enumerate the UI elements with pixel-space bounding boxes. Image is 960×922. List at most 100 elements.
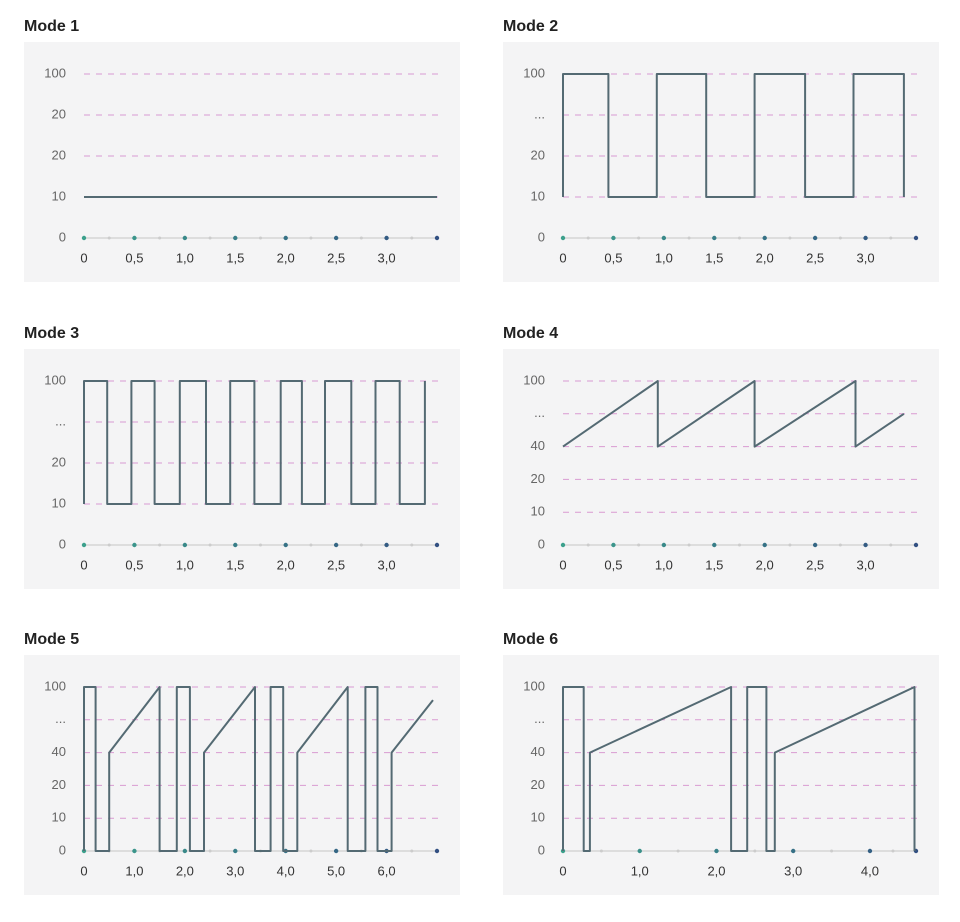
chart-title: Mode 1 bbox=[24, 18, 79, 35]
x-tick-label: 1,0 bbox=[655, 250, 673, 265]
y-tick-label: 0 bbox=[59, 536, 66, 551]
chart-title: Mode 2 bbox=[503, 18, 558, 35]
x-end-dot bbox=[913, 542, 919, 548]
x-tick-label: 2,5 bbox=[806, 250, 824, 265]
minor-dot bbox=[359, 543, 363, 547]
minor-dot bbox=[359, 236, 363, 240]
x-tick-dot bbox=[384, 542, 389, 548]
x-tick-dot bbox=[863, 235, 868, 241]
x-tick-dot bbox=[182, 848, 188, 854]
x-tick-dot bbox=[762, 235, 767, 241]
x-tick-label: 1,0 bbox=[176, 557, 194, 572]
chart-title: Mode 6 bbox=[503, 631, 558, 648]
chart-title: Mode 4 bbox=[503, 325, 558, 342]
minor-dot bbox=[208, 236, 212, 240]
chart-title: Mode 3 bbox=[24, 325, 79, 342]
y-tick-label: 0 bbox=[59, 229, 66, 244]
y-tick-label: 40 bbox=[531, 438, 545, 453]
x-tick-label: 2,0 bbox=[277, 250, 295, 265]
x-tick-label: 6,0 bbox=[378, 863, 396, 878]
series-line bbox=[562, 686, 916, 852]
y-tick-label: 20 bbox=[531, 147, 545, 162]
panel bbox=[503, 655, 939, 895]
series-line bbox=[83, 380, 426, 505]
x-tick-label: 0,5 bbox=[125, 250, 143, 265]
minor-dot bbox=[687, 236, 691, 240]
x-tick-label: 0 bbox=[80, 250, 87, 265]
minor-dot bbox=[738, 543, 741, 547]
y-tick-label: ... bbox=[534, 711, 545, 726]
minor-dot bbox=[586, 543, 590, 547]
minor-dot bbox=[259, 236, 262, 240]
minor-dot bbox=[889, 236, 893, 240]
minor-dot bbox=[891, 849, 895, 853]
minor-dot bbox=[208, 849, 212, 853]
x-tick-label: 0 bbox=[80, 557, 87, 572]
minor-dot bbox=[586, 236, 590, 240]
minor-dot bbox=[838, 543, 842, 547]
minor-dot bbox=[410, 849, 414, 853]
x-tick-dot bbox=[812, 542, 818, 548]
x-tick-label: 3,0 bbox=[378, 250, 396, 265]
x-tick-label: 0 bbox=[559, 863, 566, 878]
y-tick-label: 10 bbox=[531, 188, 545, 203]
x-end-dot bbox=[434, 542, 440, 548]
x-tick-dot bbox=[333, 542, 339, 548]
x-tick-dot bbox=[637, 848, 642, 854]
y-tick-label: 100 bbox=[523, 65, 545, 80]
x-tick-dot bbox=[283, 235, 288, 241]
x-tick-dot bbox=[762, 542, 767, 548]
minor-dot bbox=[753, 849, 757, 853]
y-tick-label: 0 bbox=[59, 842, 66, 857]
minor-dot bbox=[788, 543, 792, 547]
x-tick-dot bbox=[714, 848, 719, 854]
panel bbox=[503, 349, 939, 589]
minor-dot bbox=[259, 543, 262, 547]
x-end-dot bbox=[913, 235, 919, 241]
y-tick-label: ... bbox=[534, 106, 545, 121]
x-tick-dot bbox=[81, 542, 87, 548]
x-tick-label: 5,0 bbox=[327, 863, 345, 878]
x-tick-label: 3,0 bbox=[226, 863, 244, 878]
minor-dot bbox=[208, 543, 212, 547]
x-tick-dot bbox=[233, 848, 238, 854]
x-tick-dot bbox=[182, 542, 188, 548]
x-tick-label: 1,0 bbox=[655, 557, 673, 572]
y-tick-label: 10 bbox=[531, 810, 545, 825]
y-tick-label: 10 bbox=[52, 495, 66, 510]
y-tick-label: ... bbox=[55, 413, 66, 428]
x-tick-label: 4,0 bbox=[861, 863, 879, 878]
y-tick-label: 20 bbox=[52, 777, 66, 792]
x-tick-label: 4,0 bbox=[277, 863, 295, 878]
x-tick-label: 3,0 bbox=[784, 863, 802, 878]
x-tick-dot bbox=[611, 542, 616, 548]
minor-dot bbox=[309, 236, 313, 240]
x-tick-dot bbox=[867, 848, 873, 854]
x-tick-label: 0 bbox=[80, 863, 87, 878]
y-tick-label: ... bbox=[55, 711, 66, 726]
x-tick-label: 1,5 bbox=[226, 250, 244, 265]
x-tick-label: 2,0 bbox=[176, 863, 194, 878]
x-tick-dot bbox=[560, 235, 566, 241]
y-tick-label: 100 bbox=[523, 678, 545, 693]
x-tick-dot bbox=[611, 235, 616, 241]
x-tick-label: 0,5 bbox=[125, 557, 143, 572]
minor-dot bbox=[676, 849, 680, 853]
x-tick-label: 0,5 bbox=[604, 557, 622, 572]
x-tick-label: 1,5 bbox=[226, 557, 244, 572]
minor-dot bbox=[107, 236, 111, 240]
y-tick-label: 20 bbox=[52, 106, 66, 121]
minor-dot bbox=[788, 236, 792, 240]
x-tick-label: 1,0 bbox=[631, 863, 649, 878]
y-tick-label: 20 bbox=[531, 471, 545, 486]
x-tick-dot bbox=[661, 235, 667, 241]
y-tick-label: 20 bbox=[52, 454, 66, 469]
minor-dot bbox=[687, 543, 691, 547]
x-tick-dot bbox=[81, 235, 87, 241]
x-tick-dot bbox=[791, 848, 796, 854]
x-tick-label: 0 bbox=[559, 250, 566, 265]
y-tick-label: 40 bbox=[52, 744, 66, 759]
